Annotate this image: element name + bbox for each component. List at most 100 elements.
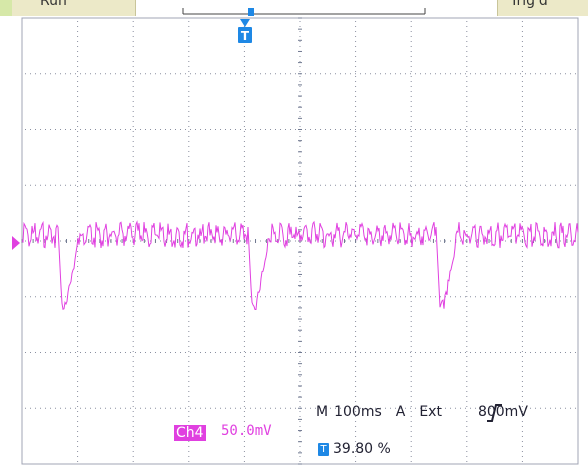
grid-dot (500, 73, 501, 75)
grid-dot (175, 184, 176, 186)
grid-dot (188, 131, 190, 132)
grid-dot (285, 184, 286, 186)
grid-dot (255, 296, 256, 298)
grid-dot (77, 161, 79, 162)
grid-dot (521, 106, 523, 107)
grid-dot (410, 73, 411, 75)
grid-dot (299, 226, 301, 227)
grid-dot (365, 73, 366, 75)
grid-dot (243, 216, 245, 217)
grid-dot (70, 296, 71, 298)
grid-dot (466, 131, 468, 132)
channel-4-label[interactable]: Ch4 (174, 425, 206, 441)
grid-dot (410, 431, 412, 432)
grid-dot (188, 121, 190, 122)
grid-dot (410, 116, 412, 117)
grid-dot (65, 407, 66, 409)
grid-dot (521, 156, 523, 157)
grid-dot (521, 201, 523, 202)
grid-dot (160, 184, 161, 186)
grid-dot (466, 216, 468, 217)
grid-dot (170, 184, 171, 186)
grid-dot (395, 184, 396, 186)
grid-dot (515, 296, 516, 298)
grid-dot (521, 121, 523, 122)
grid-dot (120, 352, 121, 353)
grid-dot (299, 461, 301, 462)
grid-dot (77, 326, 79, 327)
grid-dot (65, 73, 66, 75)
grid-dot (550, 129, 551, 130)
grid-dot (55, 129, 56, 130)
grid-dot (132, 31, 134, 32)
grid-dot (410, 351, 412, 352)
grid-dot (520, 296, 521, 298)
grid-dot (60, 184, 61, 186)
grid-dot (466, 146, 468, 147)
grid-dot (385, 296, 386, 298)
run-status-tab[interactable]: Run (0, 0, 136, 16)
grid-dot (521, 311, 523, 312)
grid-dot (243, 291, 245, 292)
grid-dot (530, 129, 531, 130)
grid-dot (466, 456, 468, 457)
grid-dot (521, 206, 523, 207)
grid-dot (150, 73, 151, 75)
grid-dot (265, 296, 266, 298)
grid-dot (355, 201, 357, 202)
grid-dot (370, 407, 371, 409)
grid-dot (510, 129, 511, 130)
grid-dot (410, 336, 412, 337)
grid-dot (30, 73, 31, 75)
grid-dot (380, 296, 381, 298)
grid-dot (188, 141, 190, 142)
grid-dot (345, 240, 346, 242)
grid-dot (40, 407, 41, 409)
grid-dot (77, 91, 79, 92)
grid-dot (355, 451, 357, 452)
grid-dot (440, 296, 441, 298)
grid-dot (188, 266, 190, 267)
grid-dot (299, 376, 301, 377)
grid-dot (299, 201, 301, 202)
grid-dot (299, 331, 301, 332)
grid-dot (430, 184, 431, 186)
grid-dot (188, 371, 190, 372)
grid-dot (230, 129, 231, 130)
grid-dot (355, 246, 357, 247)
grid-dot (365, 352, 366, 353)
grid-dot (455, 352, 456, 353)
grid-dot (545, 296, 546, 298)
grid-dot (355, 51, 357, 52)
grid-dot (77, 36, 79, 37)
grid-dot (465, 352, 466, 353)
grid-dot (445, 129, 446, 130)
grid-dot (355, 326, 357, 327)
grid-dot (188, 321, 190, 322)
grid-dot (243, 26, 245, 27)
ch4-ground-arrow[interactable] (12, 236, 20, 250)
grid-dot (95, 73, 96, 75)
grid-dot (210, 296, 211, 298)
grid-dot (132, 141, 134, 142)
trigger-status-tab[interactable]: Trig'd (497, 0, 588, 16)
grid-dot (205, 184, 206, 186)
grid-dot (299, 456, 301, 457)
grid-dot (520, 73, 521, 75)
grid-dot (466, 206, 468, 207)
trigger-position-marker[interactable]: T (238, 19, 252, 43)
grid-dot (132, 296, 134, 297)
grid-dot (132, 186, 134, 187)
grid-dot (355, 161, 357, 162)
grid-dot (70, 352, 71, 353)
grid-dot (390, 296, 391, 298)
grid-dot (410, 441, 412, 442)
grid-dot (60, 296, 61, 298)
grid-dot (77, 411, 79, 412)
grid-dot (250, 352, 251, 353)
grid-dot (365, 184, 366, 186)
grid-dot (355, 321, 357, 322)
grid-dot (450, 352, 451, 353)
grid-dot (466, 176, 468, 177)
grid-dot (150, 240, 151, 242)
